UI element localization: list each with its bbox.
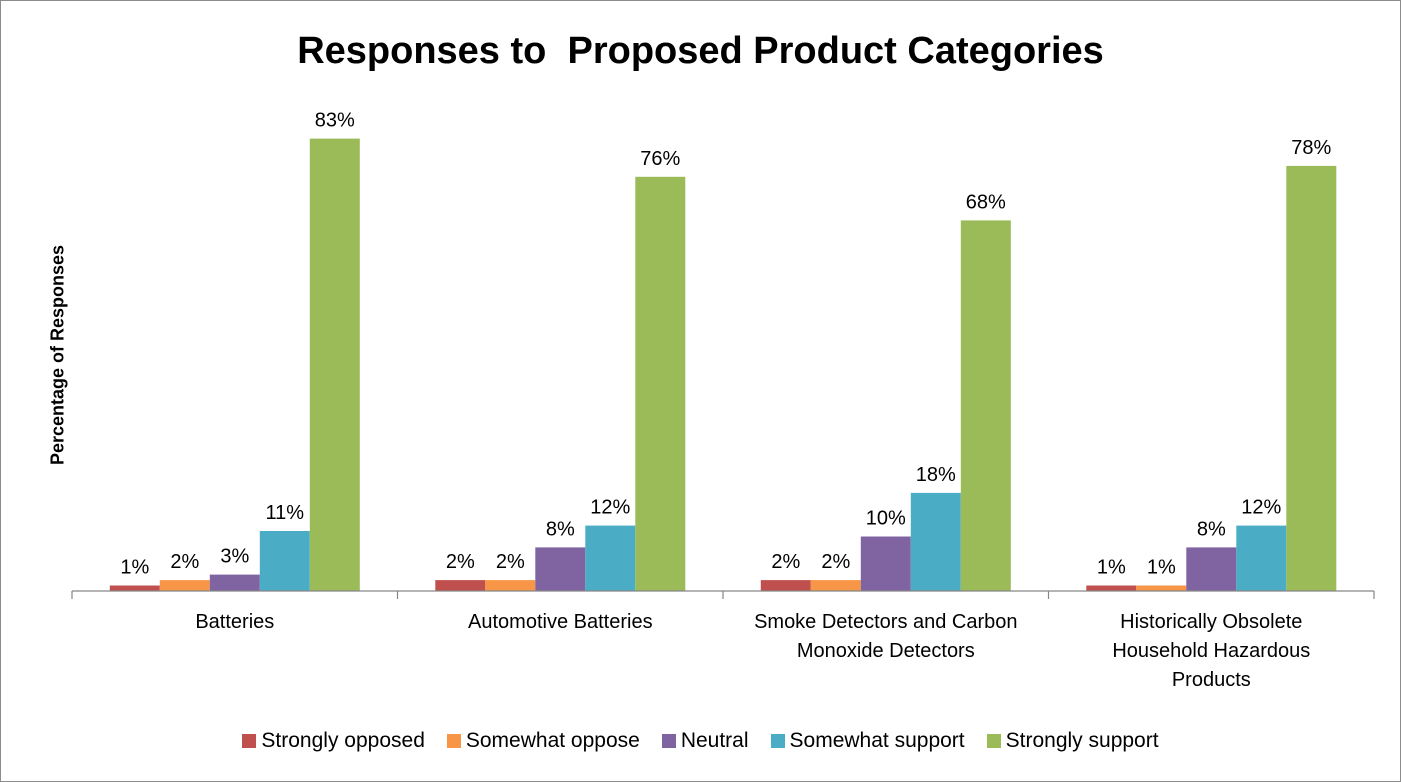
chart-title: Responses to Proposed Product Categories xyxy=(297,30,1104,72)
legend-label: Somewhat oppose xyxy=(465,729,640,752)
data-label: 12% xyxy=(1241,497,1281,519)
bar xyxy=(1086,585,1137,591)
data-label: 2% xyxy=(821,551,850,573)
legend-label: Somewhat support xyxy=(789,729,965,752)
data-label: 3% xyxy=(220,546,249,568)
legend-swatch xyxy=(242,734,257,748)
data-label: 2% xyxy=(170,551,199,573)
bar xyxy=(1186,547,1237,591)
legend-item: Strongly support xyxy=(986,729,1159,753)
bar xyxy=(810,580,861,591)
bar xyxy=(535,547,586,591)
data-label: 1% xyxy=(1147,557,1176,579)
bar xyxy=(309,138,360,591)
data-label: 8% xyxy=(546,518,575,540)
legend-label: Strongly opposed xyxy=(261,729,425,752)
data-label: 1% xyxy=(120,557,149,579)
x-tick-label: Household Hazardous xyxy=(1112,640,1310,662)
bar xyxy=(1136,585,1187,591)
data-label: 2% xyxy=(771,551,800,573)
legend-swatch xyxy=(446,734,461,748)
bar xyxy=(159,580,210,591)
legend-label: Neutral xyxy=(680,729,749,752)
bar xyxy=(109,585,160,591)
data-label: 11% xyxy=(266,502,305,524)
x-tick-label: Monoxide Detectors xyxy=(797,640,975,662)
legend-swatch xyxy=(770,734,785,748)
data-label: 1% xyxy=(1097,557,1126,579)
x-tick-label: Smoke Detectors and Carbon xyxy=(754,611,1017,633)
x-tick-label: Products xyxy=(1172,669,1251,691)
bar xyxy=(1236,525,1287,591)
bar xyxy=(760,580,811,591)
bar xyxy=(635,176,686,592)
data-label: 18% xyxy=(916,464,956,486)
x-tick-label: Automotive Batteries xyxy=(468,611,653,633)
legend-item: Strongly opposed xyxy=(242,729,425,753)
legend-label: Strongly support xyxy=(1005,729,1159,752)
x-tick-label: Batteries xyxy=(195,611,274,633)
data-label: 76% xyxy=(640,148,680,170)
legend-item: Somewhat support xyxy=(770,729,965,753)
legend-item: Somewhat oppose xyxy=(446,729,640,753)
legend-item: Neutral xyxy=(661,729,749,753)
data-label: 2% xyxy=(446,551,475,573)
legend-swatch xyxy=(661,734,676,748)
bar xyxy=(485,580,536,591)
data-label: 78% xyxy=(1291,137,1331,159)
bar xyxy=(860,536,911,591)
data-label: 12% xyxy=(590,497,630,519)
data-label: 68% xyxy=(966,191,1006,213)
bar xyxy=(259,531,310,591)
bar xyxy=(960,220,1011,591)
data-label: 8% xyxy=(1197,518,1226,540)
data-label: 2% xyxy=(496,551,525,573)
legend-swatch xyxy=(986,734,1001,748)
data-label: 83% xyxy=(315,110,355,132)
data-label: 10% xyxy=(866,508,906,530)
bar xyxy=(435,580,486,591)
legend: Strongly opposed Somewhat oppose Neutral So… xyxy=(0,729,1401,753)
bar xyxy=(1286,165,1337,591)
bar xyxy=(209,574,260,591)
bar xyxy=(910,492,961,591)
x-tick-label: Historically Obsolete xyxy=(1120,611,1302,633)
bar xyxy=(585,525,636,591)
